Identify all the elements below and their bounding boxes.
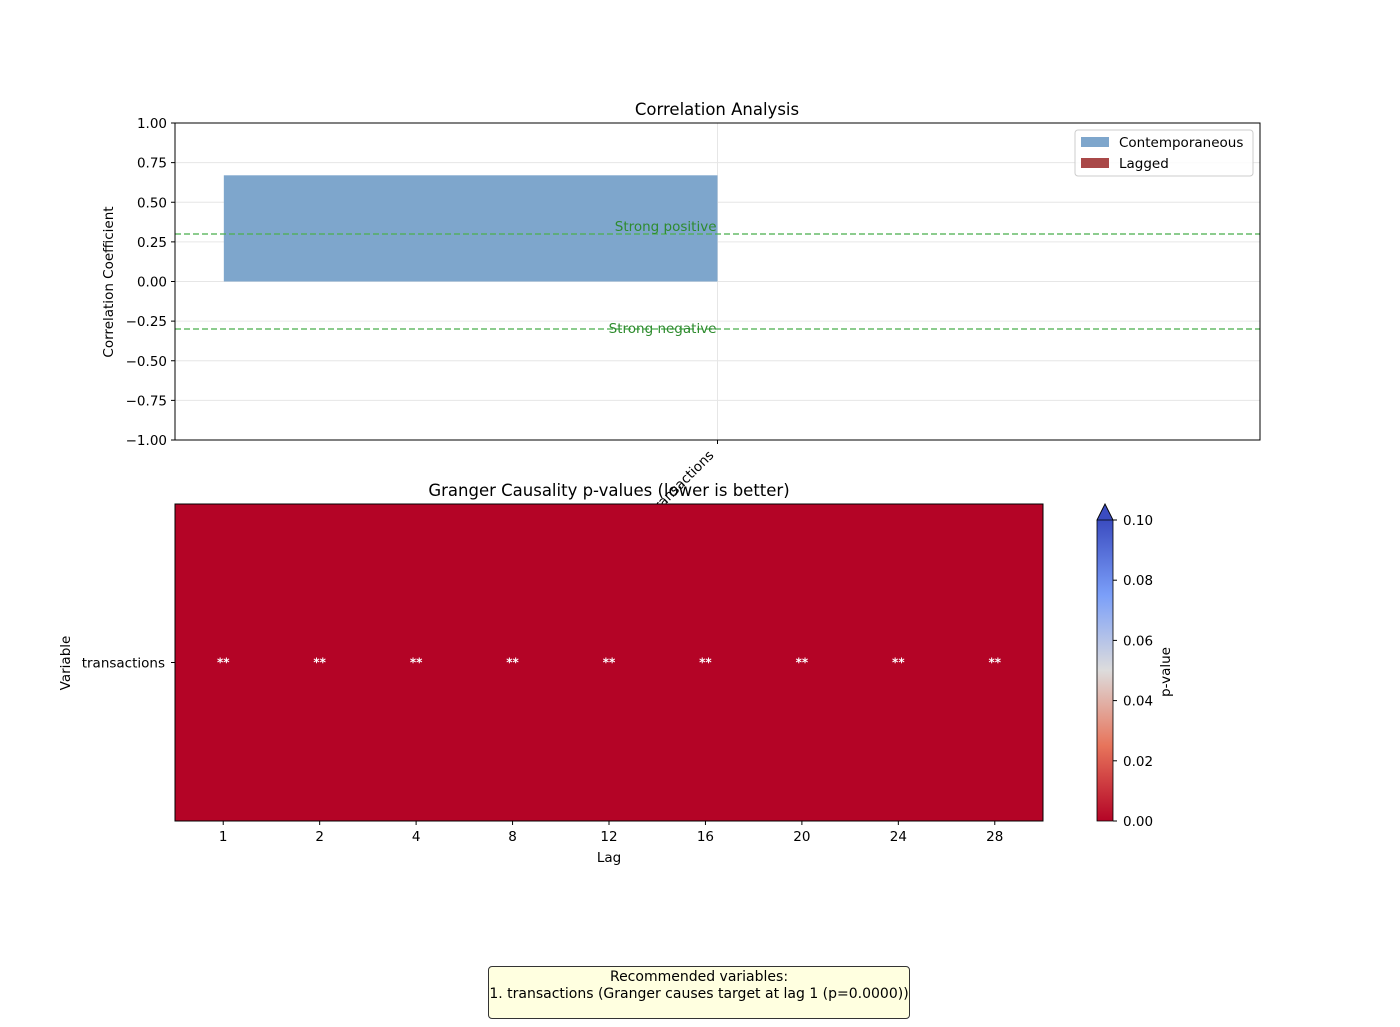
correlation-legend[interactable]: Contemporaneous Lagged <box>1074 129 1254 177</box>
pvalue-colorbar: 0.00 0.02 0.04 0.06 0.08 0.10 p-value <box>1096 503 1174 830</box>
correlation-bars <box>223 175 718 282</box>
granger-title: Granger Causality p-values (lower is bet… <box>428 481 789 500</box>
granger-y-ticks: transactions <box>82 656 175 672</box>
y-tick-label: −0.75 <box>126 393 167 409</box>
heatmap-annotation: ** <box>699 656 712 670</box>
correlation-y-axis-label: Correlation Coefficient <box>101 206 117 357</box>
heatmap-cell <box>850 504 948 821</box>
reference-line-label: Strong negative <box>609 321 717 337</box>
legend-label-contemporaneous: Contemporaneous <box>1119 135 1243 151</box>
y-tick-label: 0.00 <box>137 275 167 291</box>
heatmap-annotation: ** <box>796 656 809 670</box>
y-tick-label: 0.75 <box>137 156 167 172</box>
heatmap-cell <box>175 504 272 821</box>
legend-label-lagged: Lagged <box>1119 156 1169 172</box>
heatmap-annotation: ** <box>603 656 616 670</box>
heatmap-annotation: ** <box>410 656 423 670</box>
colorbar-extend-arrow <box>1096 503 1114 521</box>
correlation-chart: Correlation Analysis Strong positiveStro… <box>101 100 1261 518</box>
y-tick-label: −0.25 <box>126 314 167 330</box>
lag-tick-label: 16 <box>697 829 714 845</box>
heatmap-cell <box>946 504 1044 821</box>
colorbar-tick-label: 0.10 <box>1123 513 1153 529</box>
colorbar-frame <box>1096 503 1114 822</box>
correlation-reference-lines: Strong positive Strong negative <box>175 219 1260 337</box>
heatmap-cell <box>271 504 369 821</box>
lag-tick-label: 1 <box>219 829 228 845</box>
y-tick-label: −0.50 <box>126 354 167 370</box>
recommendation-box: Recommended variables: 1. transactions (… <box>488 966 910 1019</box>
y-tick-label: 0.50 <box>137 195 167 211</box>
heatmap-cell <box>753 504 851 821</box>
variable-tick-label: transactions <box>82 656 165 672</box>
y-tick-label: 0.25 <box>137 235 167 251</box>
lag-tick-label: 8 <box>508 829 517 845</box>
lag-tick-label: 28 <box>986 829 1003 845</box>
correlation-y-ticks: −1.00 −0.75 −0.50 −0.25 0.00 0.25 0.50 0.75 1.00 <box>126 116 175 449</box>
correlation-title: Correlation Analysis <box>635 100 799 119</box>
colorbar-tick-label: 0.08 <box>1123 573 1153 589</box>
lag-tick-label: 4 <box>412 829 421 845</box>
heatmap-annotation: ** <box>313 656 326 670</box>
colorbar-label: p-value <box>1158 647 1174 697</box>
granger-y-axis-label: Variable <box>58 636 74 691</box>
granger-chart: Granger Causality p-values (lower is bet… <box>58 481 1174 866</box>
heatmap-cell <box>367 504 465 821</box>
recommendation-heading: Recommended variables: <box>609 969 789 985</box>
colorbar-tick-label: 0.06 <box>1123 633 1153 649</box>
legend-frame <box>1074 129 1254 177</box>
colorbar-tick-label: 0.02 <box>1123 754 1153 770</box>
lag-tick-label: 12 <box>600 829 617 845</box>
y-tick-label: −1.00 <box>126 433 167 449</box>
legend-swatch-contemporaneous <box>1081 137 1109 147</box>
heatmap-annotation: ** <box>988 656 1001 670</box>
heatmap-cell <box>560 504 658 821</box>
heatmap-cell <box>464 504 562 821</box>
granger-heatmap-cells: ** ** ** ** ** ** ** ** ** <box>175 504 1044 821</box>
recommendation-line-1: 1. transactions (Granger causes target a… <box>489 986 909 1002</box>
colorbar-gradient <box>1097 520 1113 821</box>
colorbar-ticks: 0.00 0.02 0.04 0.06 0.08 0.10 <box>1113 513 1153 830</box>
bar-contemporaneous <box>223 175 718 282</box>
lag-tick-label: 2 <box>315 829 324 845</box>
y-tick-label: 1.00 <box>137 116 167 132</box>
colorbar-tick-label: 0.00 <box>1123 814 1153 830</box>
legend-swatch-lagged <box>1081 158 1109 168</box>
reference-line-label: Strong positive <box>615 219 717 235</box>
heatmap-annotation: ** <box>892 656 905 670</box>
granger-x-axis-label: Lag <box>597 850 621 866</box>
lag-tick-label: 24 <box>890 829 907 845</box>
heatmap-annotation: ** <box>506 656 519 670</box>
colorbar-tick-label: 0.04 <box>1123 694 1153 710</box>
lag-tick-label: 20 <box>793 829 810 845</box>
granger-x-ticks: 1 2 4 8 12 16 20 24 28 <box>219 821 1003 845</box>
heatmap-cell <box>657 504 755 821</box>
heatmap-annotation: ** <box>217 656 230 670</box>
